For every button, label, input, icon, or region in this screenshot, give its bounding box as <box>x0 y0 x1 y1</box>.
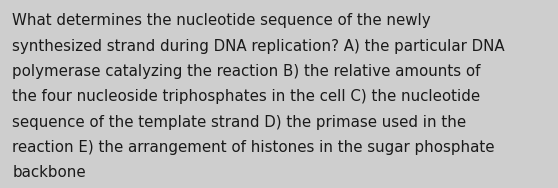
Text: synthesized strand during DNA replication? A) the particular DNA: synthesized strand during DNA replicatio… <box>12 39 505 54</box>
Text: the four nucleoside triphosphates in the cell C) the nucleotide: the four nucleoside triphosphates in the… <box>12 89 480 104</box>
Text: sequence of the template strand D) the primase used in the: sequence of the template strand D) the p… <box>12 115 466 130</box>
Text: backbone: backbone <box>12 165 86 180</box>
Text: What determines the nucleotide sequence of the newly: What determines the nucleotide sequence … <box>12 13 431 28</box>
Text: reaction E) the arrangement of histones in the sugar phosphate: reaction E) the arrangement of histones … <box>12 140 495 155</box>
Text: polymerase catalyzing the reaction B) the relative amounts of: polymerase catalyzing the reaction B) th… <box>12 64 481 79</box>
